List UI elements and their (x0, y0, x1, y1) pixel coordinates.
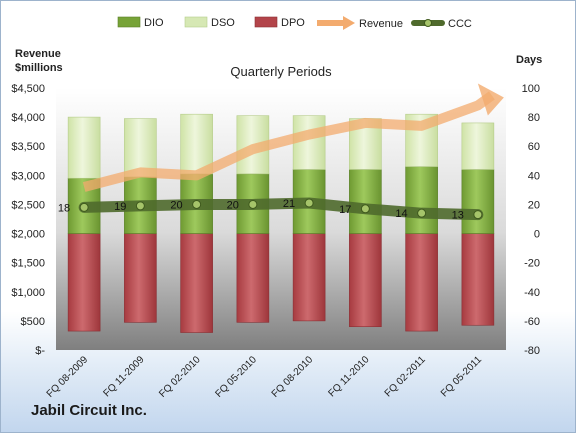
left-tick-label: $- (35, 345, 45, 357)
chart-title: Quarterly Periods (230, 64, 332, 79)
legend-label: CCC (448, 18, 472, 30)
ccc-data-label: 19 (114, 201, 126, 213)
category-label: FQ 02-2011 (383, 354, 428, 399)
bar-dpo (461, 233, 495, 326)
ccc-point (473, 210, 483, 220)
bar-dso (67, 116, 101, 179)
right-tick-label: 20 (528, 199, 540, 211)
legend-swatch-dso (184, 16, 208, 28)
right-axis-label: Days (516, 54, 542, 66)
ccc-line (78, 197, 484, 221)
right-tick-label: 80 (528, 112, 540, 124)
bar-dso (461, 122, 495, 170)
left-tick-label: $2,500 (11, 199, 45, 211)
bar-dpo (236, 233, 270, 323)
left-tick-label: $3,000 (11, 170, 45, 182)
bar-dpo (349, 233, 382, 328)
left-tick-label: $2,000 (11, 229, 45, 241)
company-name: Jabil Circuit Inc. (31, 402, 147, 419)
category-label: FQ 02-2010 (157, 354, 203, 400)
category-label: FQ 08-2010 (270, 354, 316, 400)
category-label: FQ 11-2009 (102, 354, 147, 399)
legend-label: DPO (281, 17, 305, 29)
line-layer: 18 19 20 20 21 17 14 13 (58, 83, 504, 222)
bar-dio (461, 169, 495, 234)
left-axis-label-line2: $millions (15, 62, 63, 74)
category-label: FQ 08-2009 (45, 354, 91, 400)
legend-arrow-head (343, 16, 355, 30)
legend: DIO DSO DPO Revenue CCC (117, 16, 472, 30)
legend-ccc-dot (424, 19, 432, 27)
legend-swatch-dio (117, 16, 141, 28)
revenue-arrow-head (477, 83, 504, 116)
bar-dio (405, 166, 438, 234)
right-tick-label: 0 (534, 229, 540, 241)
left-tick-label: $1,500 (11, 258, 45, 270)
ccc-point (417, 208, 427, 218)
bar-dpo (67, 233, 101, 332)
ccc-point (360, 204, 370, 214)
bar-dpo (180, 233, 213, 333)
ccc-point (304, 198, 314, 208)
bar-dso (292, 115, 326, 170)
revenue-line (82, 91, 495, 192)
ccc-data-label: 17 (339, 204, 351, 216)
right-tick-label: 40 (528, 170, 540, 182)
ccc-point (79, 202, 89, 212)
legend-swatch-dpo (254, 16, 278, 28)
bar-dpo (405, 233, 438, 332)
right-tick-label: -80 (524, 345, 540, 357)
ccc-point (248, 199, 258, 209)
left-tick-label: $500 (21, 316, 45, 328)
legend-label: DIO (144, 17, 164, 29)
ccc-data-label: 14 (395, 208, 407, 220)
left-axis-label-line1: Revenue (15, 48, 61, 60)
ccc-point (135, 201, 145, 211)
right-tick-label: -60 (524, 316, 540, 328)
right-tick-label: -20 (524, 258, 540, 270)
left-tick-label: $3,500 (11, 141, 45, 153)
bar-dpo (292, 233, 326, 322)
bar-dso (124, 118, 157, 178)
ccc-data-label: 20 (170, 199, 182, 211)
legend-label: Revenue (359, 18, 403, 30)
right-tick-label: 60 (528, 141, 540, 153)
bar-dio (349, 169, 382, 234)
left-tick-label: $4,000 (11, 112, 45, 124)
bar-dso (180, 113, 213, 175)
category-label: FQ 05-2010 (213, 354, 259, 400)
ccc-data-label: 13 (452, 210, 464, 222)
right-tick-label: -40 (524, 287, 540, 299)
left-tick-label: $4,500 (11, 83, 45, 95)
ccc-data-label: 21 (283, 198, 295, 210)
legend-label: DSO (211, 17, 235, 29)
left-tick-label: $1,000 (11, 287, 45, 299)
ccc-data-label: 20 (227, 199, 239, 211)
bar-dpo (124, 233, 157, 323)
right-tick-label: 100 (522, 83, 540, 95)
category-label: FQ 11-2010 (327, 354, 372, 399)
ccc-point (192, 199, 202, 209)
category-label: FQ 05-2011 (439, 354, 484, 399)
ccc-data-label: 18 (58, 202, 70, 214)
